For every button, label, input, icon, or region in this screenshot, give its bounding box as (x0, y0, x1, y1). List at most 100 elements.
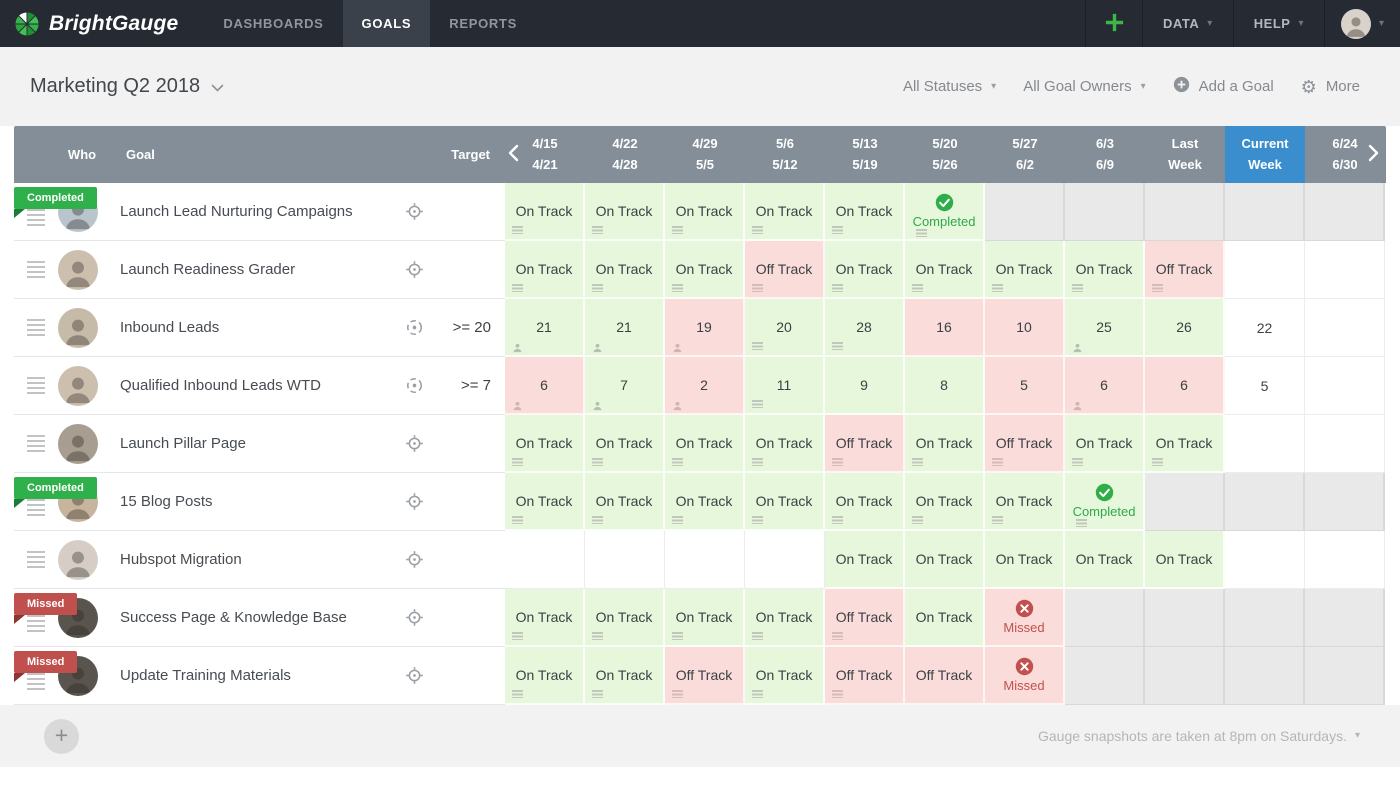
week-cell[interactable]: On Track (665, 183, 745, 241)
week-cell[interactable]: On Track (905, 589, 985, 647)
week-cell[interactable] (1225, 473, 1305, 531)
week-cell[interactable] (1305, 647, 1385, 705)
week-cell[interactable]: On Track (985, 531, 1065, 589)
week-cell[interactable]: On Track (905, 473, 985, 531)
week-cell[interactable]: 11 (745, 357, 825, 415)
week-cell[interactable] (1145, 589, 1225, 647)
nav-menu-help[interactable]: HELP (1232, 0, 1324, 47)
week-cell[interactable]: 19 (665, 299, 745, 357)
week-cell[interactable]: On Track (505, 183, 585, 241)
goal-name[interactable]: Launch Readiness Grader (120, 261, 296, 278)
current-week-header[interactable]: Current Week (1225, 126, 1305, 183)
week-cell[interactable]: On Track (745, 183, 825, 241)
week-cell[interactable]: On Track (505, 589, 585, 647)
week-cell[interactable] (1305, 183, 1385, 241)
week-cell[interactable]: 28 (825, 299, 905, 357)
snapshot-note[interactable]: Gauge snapshots are taken at 8pm on Satu… (1038, 728, 1360, 744)
week-cell[interactable] (985, 183, 1065, 241)
week-cell[interactable] (1065, 183, 1145, 241)
week-cell[interactable] (1145, 473, 1225, 531)
week-cell[interactable]: Off Track (665, 647, 745, 705)
week-cell[interactable]: Off Track (825, 589, 905, 647)
week-cell[interactable]: On Track (745, 473, 825, 531)
week-cell[interactable]: 20 (745, 299, 825, 357)
week-cell[interactable]: On Track (745, 415, 825, 473)
week-cell[interactable]: On Track (585, 415, 665, 473)
week-cell[interactable]: Missed (985, 589, 1065, 647)
week-cell[interactable] (745, 531, 825, 589)
week-cell[interactable]: Completed (905, 183, 985, 241)
target-icon[interactable] (405, 318, 424, 337)
week-column-header[interactable]: Last Week (1145, 126, 1225, 183)
week-cell[interactable]: 10 (985, 299, 1065, 357)
goal-name[interactable]: Update Training Materials (120, 667, 291, 684)
next-weeks-button[interactable] (1368, 126, 1379, 183)
week-cell[interactable] (1145, 647, 1225, 705)
week-cell[interactable] (1225, 241, 1305, 299)
week-cell[interactable]: Missed (985, 647, 1065, 705)
owner-filter-dropdown[interactable]: All Goal Owners (1023, 78, 1145, 95)
week-cell[interactable]: On Track (665, 473, 745, 531)
week-cell[interactable]: 8 (905, 357, 985, 415)
week-cell[interactable]: On Track (1145, 531, 1225, 589)
week-cell[interactable]: On Track (825, 183, 905, 241)
week-cell[interactable]: Off Track (825, 647, 905, 705)
nav-add-button[interactable] (1085, 0, 1142, 47)
drag-handle-icon[interactable] (14, 435, 58, 452)
target-icon[interactable] (405, 666, 424, 685)
week-cell[interactable]: On Track (585, 473, 665, 531)
week-cell[interactable]: 5 (1225, 357, 1305, 415)
goal-name[interactable]: Launch Lead Nurturing Campaigns (120, 203, 353, 220)
week-cell[interactable]: 16 (905, 299, 985, 357)
week-cell[interactable] (1225, 531, 1305, 589)
week-column-header[interactable]: 5/13 5/19 (825, 126, 905, 183)
week-cell[interactable]: On Track (585, 241, 665, 299)
week-cell[interactable]: On Track (505, 241, 585, 299)
week-cell[interactable]: On Track (1065, 415, 1145, 473)
week-cell[interactable]: 22 (1225, 299, 1305, 357)
week-cell[interactable] (665, 531, 745, 589)
week-cell[interactable]: On Track (585, 647, 665, 705)
week-cell[interactable]: On Track (745, 647, 825, 705)
nav-menu-data[interactable]: DATA (1142, 0, 1233, 47)
page-title[interactable]: Marketing Q2 2018 (30, 75, 224, 98)
week-cell[interactable]: On Track (905, 415, 985, 473)
week-cell[interactable]: Off Track (745, 241, 825, 299)
week-cell[interactable]: 2 (665, 357, 745, 415)
goal-name[interactable]: Qualified Inbound Leads WTD (120, 377, 321, 394)
prev-weeks-button[interactable] (508, 126, 519, 183)
goal-name[interactable]: Inbound Leads (120, 319, 220, 336)
week-cell[interactable]: Completed (1065, 473, 1145, 531)
week-cell[interactable]: On Track (585, 183, 665, 241)
week-cell[interactable] (1225, 183, 1305, 241)
week-column-header[interactable]: 6/24 6/30 (1305, 126, 1385, 183)
drag-handle-icon[interactable] (14, 261, 58, 278)
week-cell[interactable] (1305, 299, 1385, 357)
week-cell[interactable]: 7 (585, 357, 665, 415)
week-cell[interactable]: Off Track (905, 647, 985, 705)
drag-handle-icon[interactable] (14, 603, 58, 632)
week-cell[interactable] (1305, 241, 1385, 299)
week-column-header[interactable]: 6/3 6/9 (1065, 126, 1145, 183)
week-column-header[interactable]: 5/6 5/12 (745, 126, 825, 183)
week-cell[interactable] (1305, 357, 1385, 415)
week-cell[interactable] (1225, 647, 1305, 705)
drag-handle-icon[interactable] (14, 197, 58, 226)
target-icon[interactable] (405, 550, 424, 569)
week-cell[interactable]: Off Track (1145, 241, 1225, 299)
week-cell[interactable]: Off Track (985, 415, 1065, 473)
week-cell[interactable] (1225, 415, 1305, 473)
week-cell[interactable]: On Track (1065, 531, 1145, 589)
target-icon[interactable] (405, 202, 424, 221)
week-cell[interactable]: 9 (825, 357, 905, 415)
nav-tab-goals[interactable]: GOALS (342, 0, 431, 47)
week-cell[interactable]: Off Track (825, 415, 905, 473)
week-cell[interactable]: On Track (905, 241, 985, 299)
week-cell[interactable] (585, 531, 665, 589)
user-menu[interactable] (1323, 0, 1400, 47)
week-cell[interactable] (1065, 589, 1145, 647)
week-cell[interactable]: 6 (1145, 357, 1225, 415)
week-cell[interactable]: On Track (1065, 241, 1145, 299)
target-icon[interactable] (405, 376, 424, 395)
nav-tab-reports[interactable]: REPORTS (449, 16, 518, 31)
